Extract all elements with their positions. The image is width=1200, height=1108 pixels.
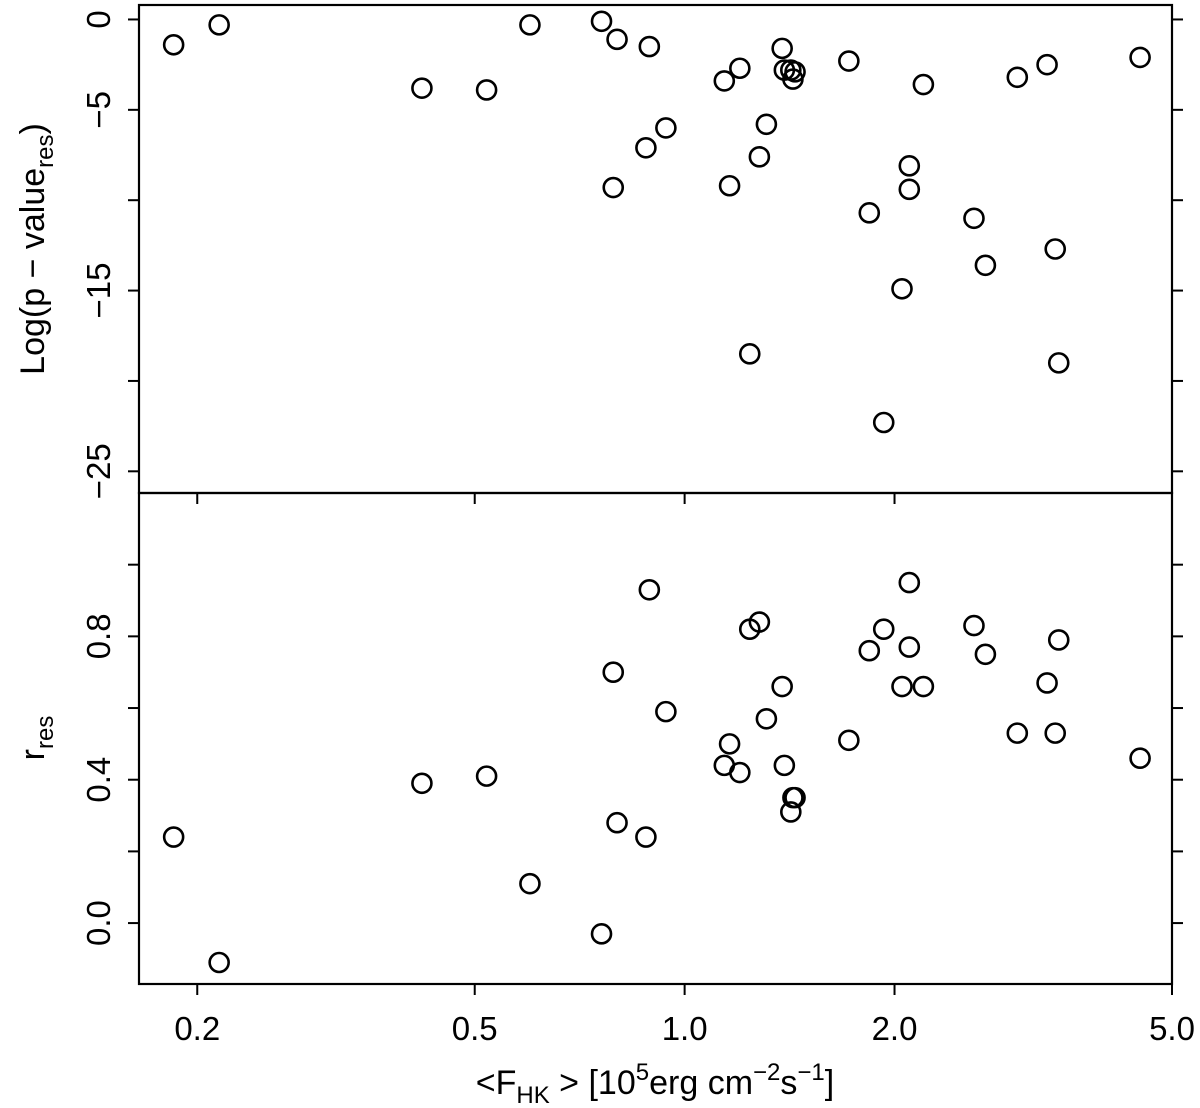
- top-panel-points: [162, 10, 1151, 434]
- bottom-data-point: [606, 811, 628, 834]
- x-axis: 0.2 0.5 1.0 2.0 5.0: [174, 493, 1195, 1047]
- top-data-point: [963, 207, 985, 230]
- bottom-panel-points: [162, 571, 1151, 974]
- bottom-data-point: [771, 675, 793, 698]
- top-data-point: [519, 14, 541, 36]
- bottom-data-point: [898, 636, 921, 658]
- bottom-data-point: [872, 618, 895, 640]
- top-data-point: [411, 77, 433, 99]
- x-tick-label: 1.0: [662, 1010, 708, 1047]
- top-data-point: [602, 176, 625, 199]
- top-data-point: [590, 10, 613, 33]
- bottom-data-point: [963, 614, 985, 637]
- top-panel-frame: [137, 3, 1174, 495]
- bottom-data-point: [974, 643, 997, 666]
- top-data-point: [718, 174, 741, 197]
- top-data-point: [891, 277, 913, 300]
- top-y-tick-label: −15: [80, 263, 117, 319]
- bottom-data-point: [475, 765, 498, 787]
- top-y-tick-label: −25: [80, 443, 117, 499]
- bottom-data-point: [898, 571, 921, 594]
- bottom-data-point: [858, 639, 881, 662]
- top-data-point: [858, 202, 881, 224]
- x-tick-label: 0.2: [174, 1010, 220, 1047]
- bottom-data-point: [655, 700, 677, 723]
- bottom-data-point: [755, 707, 778, 730]
- top-y-tick-label: −5: [80, 91, 117, 129]
- top-data-point: [635, 136, 657, 159]
- top-data-point: [1044, 238, 1067, 260]
- bottom-y-tick-label: 0.0: [80, 900, 117, 946]
- top-data-point: [974, 254, 997, 277]
- top-data-point: [729, 57, 751, 80]
- bottom-panel: 0.0 0.4 0.8 rres: [14, 491, 1183, 986]
- bottom-data-point: [784, 786, 806, 809]
- top-y-axis-label: Log(p − valueres): [14, 123, 59, 375]
- bottom-data-point: [1036, 672, 1058, 694]
- bottom-data-point: [780, 801, 802, 823]
- top-data-point: [898, 178, 921, 201]
- bottom-data-point: [1006, 722, 1029, 744]
- bottom-data-point: [729, 761, 751, 784]
- bottom-data-point: [638, 578, 661, 601]
- bottom-data-point: [590, 923, 613, 945]
- bottom-panel-frame: [137, 491, 1174, 986]
- top-data-point: [1006, 66, 1029, 89]
- bottom-data-point: [162, 826, 185, 848]
- top-data-point: [838, 50, 860, 72]
- bottom-data-point: [891, 675, 913, 698]
- x-tick-label: 5.0: [1149, 1010, 1195, 1047]
- top-y-axis: 0 −5 −15 −25: [80, 10, 1183, 499]
- top-data-point: [655, 117, 677, 139]
- top-data-point: [872, 411, 895, 434]
- x-tick-label: 2.0: [872, 1010, 918, 1047]
- top-data-point: [898, 155, 921, 177]
- top-data-point: [912, 73, 935, 96]
- x-tick-label: 0.5: [452, 1010, 498, 1047]
- bottom-data-point: [912, 675, 935, 698]
- top-data-point: [162, 33, 185, 56]
- bottom-data-point: [1044, 722, 1067, 744]
- top-data-point: [784, 61, 806, 83]
- top-data-point: [638, 35, 661, 58]
- top-panel: 0 −5 −15 −25 Log(p − valueres): [14, 3, 1183, 499]
- bottom-y-axis: 0.0 0.4 0.8: [80, 563, 1183, 946]
- top-data-point: [738, 343, 761, 365]
- bottom-data-point: [718, 733, 741, 755]
- top-data-point: [748, 146, 771, 168]
- top-data-point: [208, 14, 230, 36]
- top-y-tick-label: 0: [80, 10, 117, 28]
- bottom-data-point: [838, 729, 860, 752]
- bottom-y-tick-label: 0.4: [80, 757, 117, 803]
- x-axis-label: <FHK > [105erg cm−2s−1]: [476, 1059, 834, 1108]
- bottom-data-point: [602, 661, 625, 683]
- top-data-point: [713, 70, 736, 92]
- top-data-point: [606, 28, 628, 51]
- top-data-point: [1036, 53, 1058, 76]
- bottom-y-tick-label: 0.8: [80, 613, 117, 659]
- bottom-data-point: [208, 951, 230, 974]
- top-data-point: [1129, 46, 1151, 69]
- bottom-data-point: [519, 872, 541, 895]
- top-data-point: [771, 37, 793, 60]
- bottom-data-point: [411, 772, 433, 795]
- bottom-y-axis-label: rres: [14, 716, 59, 761]
- top-data-point: [475, 79, 498, 101]
- bottom-data-point: [1047, 629, 1070, 651]
- bottom-data-point: [748, 611, 771, 633]
- bottom-data-point: [635, 826, 657, 848]
- top-data-point: [1047, 352, 1070, 374]
- bottom-data-point: [1129, 747, 1151, 770]
- bottom-data-point: [773, 754, 796, 777]
- top-data-point: [755, 113, 778, 136]
